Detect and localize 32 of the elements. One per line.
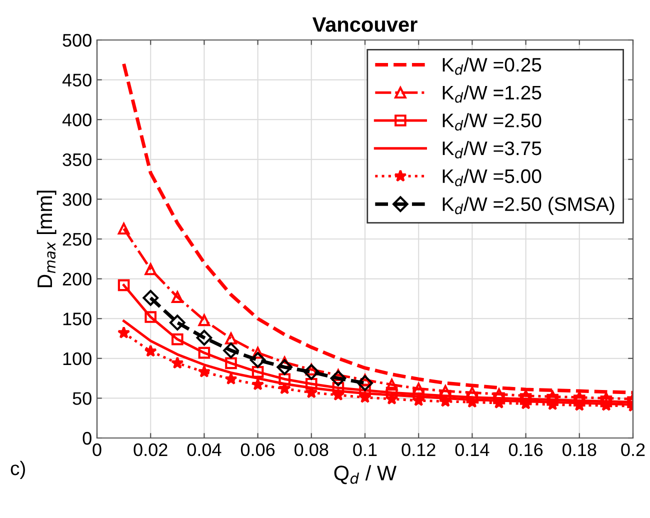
y-tick-label: 450 (62, 74, 92, 87)
x-tick-label: 0.06 (240, 443, 275, 456)
x-tick-label: 0.08 (294, 443, 328, 456)
x-tick-label: 0.16 (508, 443, 543, 456)
x-axis-title: Q$_{d}$ / W (334, 465, 397, 484)
y-tick-label: 250 (62, 232, 92, 246)
legend-label: K$_{d}$/W =2.50 (442, 113, 542, 131)
x-tick-label: 0.02 (134, 443, 168, 456)
x-tick-label: 0.14 (455, 443, 490, 456)
y-tick-label: 100 (63, 352, 92, 366)
x-tick-label: 0.04 (187, 443, 222, 456)
y-tick-label: 200 (62, 272, 92, 286)
y-tick-label: 500 (62, 34, 92, 47)
y-tick-label: 50 (72, 392, 92, 405)
legend-label: K$_{d}$/W =0.25 (442, 57, 542, 75)
x-tick-label: 0.1 (353, 443, 377, 456)
y-tick-label: 400 (62, 114, 92, 126)
legend-label: K$_{d}$/W =1.25 (442, 85, 542, 103)
x-tick-label: 0.2 (621, 443, 645, 456)
x-tick-label: 0 (92, 443, 102, 456)
chart-title: Vancouver (312, 17, 418, 32)
y-tick-label: 350 (62, 153, 92, 166)
y-tick-label: 300 (62, 193, 92, 206)
y-tick-label: 150 (63, 312, 92, 326)
legend-label: K$_{d}$/W =3.75 (442, 140, 542, 158)
x-tick-label: 0.18 (562, 443, 596, 456)
x-tick-label: 0.12 (402, 443, 436, 456)
legend-label: K$_{d}$/W =2.50 (SMSA) (442, 196, 614, 215)
legend-label: K$_{d}$/W =5.00 (442, 168, 542, 186)
text: c) (10, 460, 25, 480)
y-axis-title: D$_{max}$ [mm] (36, 190, 56, 288)
y-tick-label: 0 (82, 432, 92, 445)
